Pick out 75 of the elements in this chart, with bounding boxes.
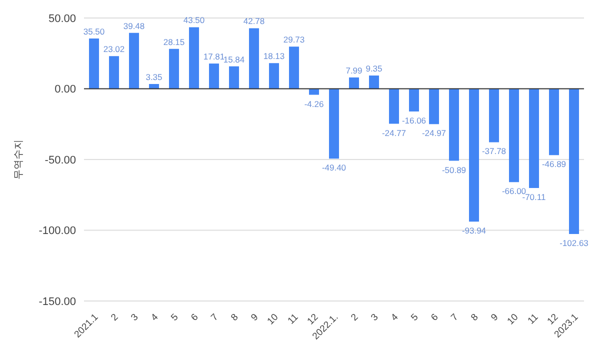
data-label: 42.78 (243, 16, 265, 26)
data-label: 7.99 (346, 65, 363, 76)
bar (369, 76, 379, 89)
x-tick-label: 3 (129, 312, 141, 324)
x-tick-label: 9 (249, 312, 261, 324)
bar (429, 88, 439, 124)
bar (189, 27, 199, 89)
x-tick-label: 6 (189, 312, 201, 324)
data-label: 39.48 (123, 20, 145, 31)
bar (129, 32, 139, 89)
data-label: 9.35 (366, 64, 383, 74)
x-tick-label: 7 (209, 312, 221, 324)
bar (169, 48, 179, 89)
data-label: 23.02 (103, 44, 125, 54)
x-tick-label: 5 (409, 312, 421, 324)
data-label: -50.89 (442, 164, 466, 175)
bar (389, 88, 399, 124)
data-label: -24.97 (422, 128, 446, 138)
x-tick-label: 5 (169, 312, 181, 324)
data-label: 29.73 (283, 34, 305, 45)
x-tick-label: 11 (286, 312, 301, 327)
data-label: 15.84 (223, 54, 245, 64)
bar (109, 56, 119, 89)
bar (549, 88, 559, 156)
data-label: -102.63 (560, 238, 589, 248)
bar (89, 38, 99, 89)
bar (229, 66, 239, 89)
y-tick-label: -150.00 (38, 296, 76, 308)
data-label: -16.06 (402, 115, 426, 126)
x-tick-label: 8 (469, 312, 481, 324)
y-tick-label: 0.00 (54, 84, 76, 96)
x-tick-label: 2 (109, 312, 121, 324)
y-tick-label: -100.00 (38, 225, 76, 238)
bar (509, 88, 519, 182)
x-tick-label: 4 (149, 312, 161, 324)
data-label: 17.81 (203, 52, 225, 62)
bar (289, 46, 299, 89)
data-label: -49.40 (322, 162, 346, 173)
x-tick-label: 4 (389, 312, 401, 324)
bar (569, 88, 579, 234)
bar (249, 28, 259, 89)
bar (329, 88, 339, 159)
y-axis-title: 무역수지 (14, 140, 25, 180)
data-label: 3.35 (146, 72, 163, 82)
x-tick-label: 9 (489, 312, 501, 324)
bar (529, 88, 539, 188)
data-label: 28.15 (163, 36, 185, 47)
x-tick-label: 3 (369, 312, 381, 324)
x-tick-label: 7 (449, 312, 461, 324)
data-label: 18.13 (263, 51, 285, 62)
x-tick-label: 2 (349, 312, 361, 324)
x-tick-label: 11 (526, 312, 541, 327)
data-label: -37.78 (482, 146, 506, 156)
bar (409, 88, 419, 112)
bar (269, 63, 279, 89)
bar (349, 77, 359, 89)
data-label: 43.50 (183, 15, 205, 26)
data-label: -46.89 (542, 159, 566, 170)
bar (209, 64, 219, 89)
x-tick-label: 10 (505, 312, 521, 328)
data-label: -24.77 (382, 128, 406, 138)
y-tick-label: -50.00 (44, 154, 76, 166)
x-tick-label: 6 (429, 312, 441, 324)
bar (309, 88, 319, 95)
bar (469, 88, 479, 222)
bar (449, 88, 459, 161)
x-tick-label: 8 (229, 312, 241, 324)
bar (149, 84, 159, 89)
x-tick-label: 10 (265, 312, 281, 328)
bar (489, 88, 499, 142)
data-label: -93.94 (462, 226, 486, 236)
data-label: -66.00 (502, 186, 526, 196)
data-label: -4.26 (304, 98, 324, 109)
data-label: 35.50 (83, 26, 105, 37)
y-tick-label: 50.00 (48, 12, 76, 25)
